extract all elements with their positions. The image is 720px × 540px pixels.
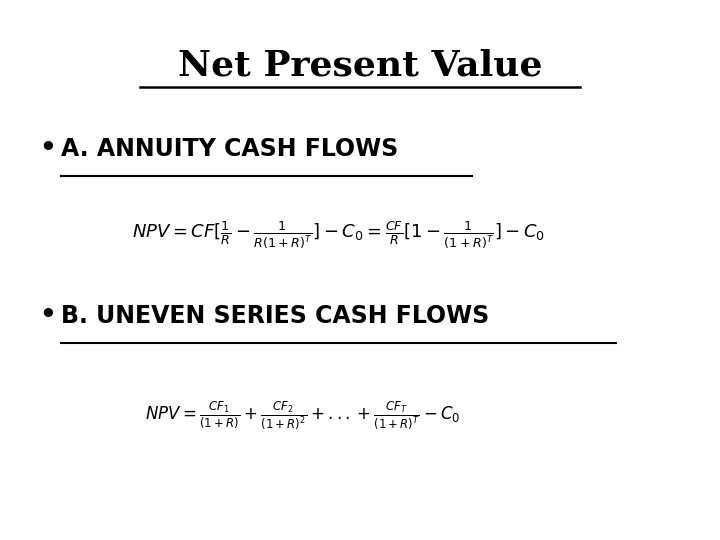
Text: $NPV = CF[\frac{1}{R} - \frac{1}{R(1+R)^T}] - C_0 = \frac{CF}{R}[1 - \frac{1}{(1: $NPV = CF[\frac{1}{R} - \frac{1}{R(1+R)^… [132,220,545,250]
Text: B. UNEVEN SERIES CASH FLOWS: B. UNEVEN SERIES CASH FLOWS [61,304,490,328]
Text: A. ANNUITY CASH FLOWS: A. ANNUITY CASH FLOWS [61,137,398,160]
Text: Net Present Value: Net Present Value [178,49,542,83]
Text: $NPV = \frac{CF_1}{(1+R)} + \frac{CF_2}{(1+R)^2} + ... + \frac{CF_T}{(1+R)^T} - : $NPV = \frac{CF_1}{(1+R)} + \frac{CF_2}{… [145,400,460,432]
Text: •: • [40,136,56,161]
Text: •: • [40,303,56,329]
